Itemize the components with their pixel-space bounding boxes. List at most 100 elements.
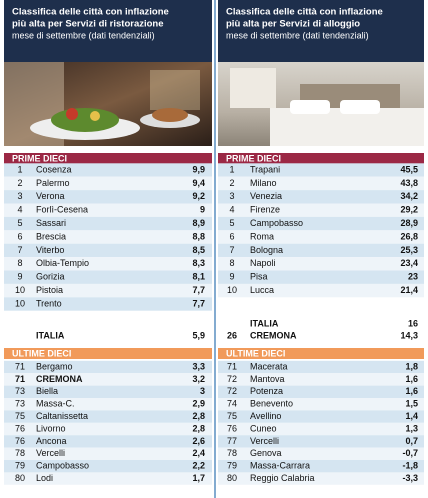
- city: Potenza: [250, 386, 283, 396]
- city: Macerata: [250, 361, 288, 371]
- city: Reggio Calabria: [250, 473, 315, 483]
- value-label: 9: [200, 205, 205, 215]
- row-bg: [4, 435, 212, 448]
- row-bg: [218, 447, 424, 460]
- rank: 4: [229, 205, 234, 215]
- rank: 8: [229, 258, 234, 268]
- section-header-bg: [218, 153, 424, 164]
- row-bg: [218, 360, 424, 374]
- rank: 80: [227, 473, 237, 483]
- city: Livorno: [36, 423, 66, 433]
- row-bg: [4, 257, 212, 271]
- row-bg: [218, 216, 424, 231]
- value-label: 9,4: [192, 178, 205, 188]
- row-bg: [218, 270, 424, 284]
- value-label: 1,8: [405, 361, 418, 371]
- value-label: 21,4: [400, 285, 418, 295]
- section-header-bg: [4, 153, 212, 164]
- row-bg: [4, 373, 212, 386]
- city: Benevento: [250, 399, 293, 409]
- city: Campobasso: [250, 218, 303, 228]
- rank: 78: [15, 448, 25, 458]
- panel-title: più alta per Servizi di alloggio: [226, 19, 360, 30]
- section-header-bg: [4, 348, 212, 359]
- rank: 10: [15, 298, 25, 308]
- value-label: 1,7: [192, 473, 205, 483]
- row-bg: [4, 385, 212, 398]
- value-label: 25,3: [400, 245, 418, 255]
- value-label: 0,7: [405, 436, 418, 446]
- value-label: 29,2: [400, 205, 418, 215]
- city: Trapani: [250, 164, 280, 174]
- photo-restaurant: [4, 62, 212, 146]
- photo-bedroom: [218, 62, 424, 146]
- city: Brescia: [36, 231, 66, 241]
- rank: 72: [227, 374, 237, 384]
- row-bg: [4, 398, 212, 411]
- city: Ancona: [36, 436, 67, 446]
- city: Olbia-Tempio: [36, 258, 89, 268]
- rank: 76: [15, 423, 25, 433]
- row-bg: [4, 297, 212, 311]
- value-label: 8,1: [192, 272, 205, 282]
- city: ITALIA: [250, 318, 279, 328]
- value-label: 2,8: [192, 411, 205, 421]
- rank: 78: [227, 448, 237, 458]
- rank: 71: [15, 361, 25, 371]
- city: Milano: [250, 178, 277, 188]
- value-label: 3: [200, 386, 205, 396]
- rank: 9: [229, 272, 234, 282]
- city: Massa-Carrara: [250, 461, 310, 471]
- row-bg: [4, 203, 212, 217]
- value-label: 16: [408, 318, 418, 328]
- city: Cosenza: [36, 164, 72, 174]
- row-bg: [218, 385, 424, 398]
- row-bg: [4, 230, 212, 244]
- city: Trento: [36, 298, 62, 308]
- rank: 72: [227, 386, 237, 396]
- rank: 80: [15, 473, 25, 483]
- row-bg: [218, 163, 424, 177]
- city: Forlì-Cesena: [36, 205, 88, 215]
- value-label: 7,7: [192, 298, 205, 308]
- city: Vercelli: [36, 448, 65, 458]
- rank: 9: [17, 272, 22, 282]
- row-bg: [218, 283, 424, 298]
- section-heading: PRIME DIECI: [12, 153, 67, 163]
- row-bg: [218, 230, 424, 244]
- value-label: 2,6: [192, 436, 205, 446]
- rank: 10: [15, 285, 25, 295]
- city: Gorizia: [36, 272, 65, 282]
- rank: 26: [227, 330, 237, 340]
- value-label: 34,2: [400, 191, 418, 201]
- rank: 76: [227, 423, 237, 433]
- header-bg: [4, 0, 212, 62]
- panel-title: Classifica delle città con inflazione: [226, 7, 383, 18]
- rank: 75: [227, 411, 237, 421]
- city: Pisa: [250, 272, 268, 282]
- rank: 3: [229, 191, 234, 201]
- city: Bergamo: [36, 361, 73, 371]
- value-label: 9,2: [192, 191, 205, 201]
- row-bg: [218, 190, 424, 204]
- city: Genova: [250, 448, 282, 458]
- value-label: 26,8: [400, 231, 418, 241]
- value-label: 14,3: [400, 330, 418, 340]
- value-label: 8,8: [192, 231, 205, 241]
- row-bg: [218, 373, 424, 386]
- value-label: -0,7: [402, 448, 418, 458]
- rank: 8: [17, 258, 22, 268]
- rank: 71: [15, 374, 25, 384]
- city: Cuneo: [250, 423, 277, 433]
- value-label: 8,5: [192, 245, 205, 255]
- value-label: 3,3: [192, 361, 205, 371]
- value-label: 1,5: [405, 399, 418, 409]
- value-label: -1,8: [402, 461, 418, 471]
- value-label: 28,9: [400, 218, 418, 228]
- rank: 71: [227, 361, 237, 371]
- section-header-bg: [218, 348, 424, 359]
- value-label: 8,3: [192, 258, 205, 268]
- row-bg: [218, 243, 424, 258]
- city: Venezia: [250, 191, 282, 201]
